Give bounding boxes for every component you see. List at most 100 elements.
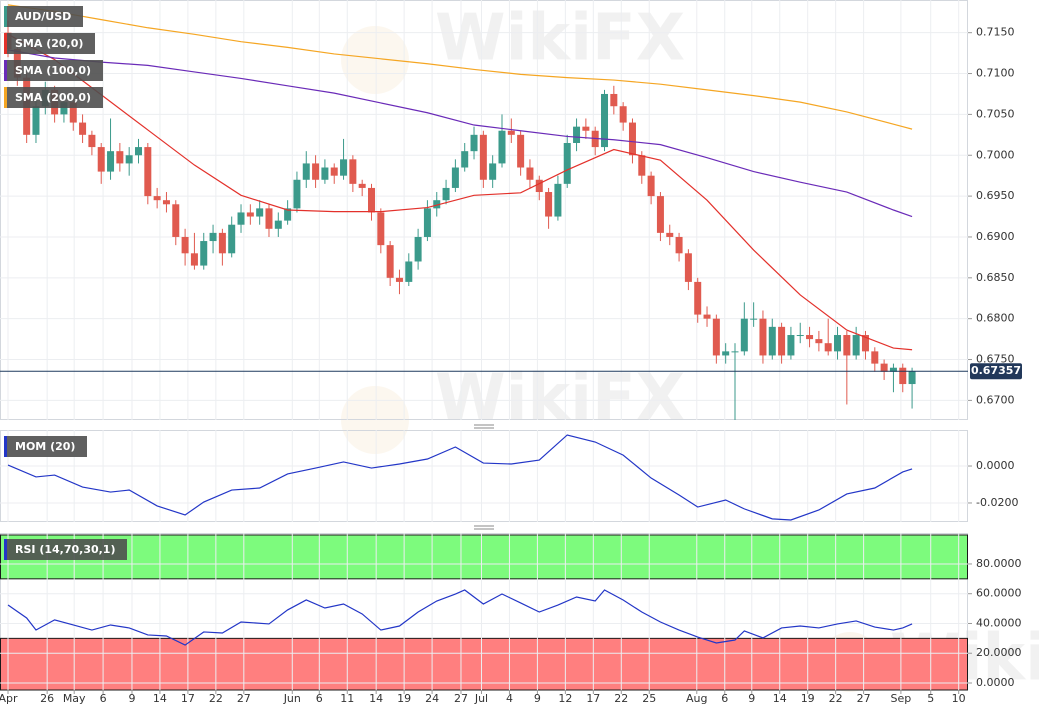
- candle-body: [265, 208, 273, 229]
- candle-body: [162, 200, 170, 205]
- candle-body: [740, 318, 748, 352]
- legend-swatch: [4, 6, 7, 27]
- candle-body: [852, 335, 860, 356]
- candle-body: [768, 326, 776, 356]
- legend-label: AUD/USD: [15, 10, 71, 23]
- candle-body: [97, 147, 105, 172]
- x-tick-label: Apr: [0, 692, 18, 705]
- candle-body: [889, 367, 897, 372]
- candle-body: [368, 187, 376, 213]
- y-tick-label: 80.0000: [976, 557, 1022, 570]
- candle-body: [423, 208, 431, 237]
- candle-body: [228, 224, 236, 254]
- legend-label: SMA (20,0): [15, 37, 83, 50]
- candle-body: [88, 134, 96, 148]
- pane-handles: [474, 424, 494, 530]
- candle-body: [675, 236, 683, 254]
- watermark: WikiFX: [435, 2, 685, 76]
- candle-body: [554, 183, 562, 217]
- candle-body: [796, 335, 804, 337]
- x-tick-label: 24: [425, 692, 439, 705]
- candle-body: [116, 151, 124, 164]
- candle-body: [69, 102, 77, 123]
- candle-body: [200, 241, 208, 266]
- candle-body: [843, 335, 851, 356]
- candle-body: [582, 126, 590, 131]
- candle-body: [684, 253, 692, 282]
- legend-label: SMA (200,0): [15, 91, 91, 104]
- y-tick-label: 0.0000: [976, 459, 1015, 472]
- oversold-band: [0, 637, 968, 691]
- x-tick-label: Sep: [891, 692, 912, 705]
- candle-body: [563, 142, 571, 184]
- candle-body: [908, 371, 916, 385]
- y-tick-label: 0.6800: [976, 312, 1015, 325]
- x-tick-label: Aug: [686, 692, 707, 705]
- pane-frame: [0, 430, 968, 522]
- legend-label: SMA (100,0): [15, 64, 91, 77]
- legend-box: [4, 60, 103, 81]
- y-tick-label: 0.0000: [976, 676, 1015, 689]
- candle-body: [545, 192, 553, 217]
- y-tick-label: 20.0000: [976, 646, 1022, 659]
- candle-body: [442, 187, 450, 201]
- x-tick-label: 5: [927, 692, 934, 705]
- candle-body: [302, 163, 310, 180]
- candle-body: [60, 102, 68, 115]
- y-tick-label: 0.7050: [976, 107, 1015, 120]
- candle-body: [619, 106, 627, 123]
- y-tick-label: 40.0000: [976, 616, 1022, 629]
- candle-body: [181, 236, 189, 254]
- candle-body: [759, 318, 767, 356]
- y-tick-label: 0.7150: [976, 26, 1015, 39]
- candle-body: [405, 261, 413, 282]
- legend-swatch: [4, 436, 7, 457]
- x-tick-label: 25: [642, 692, 656, 705]
- candle-body: [349, 159, 357, 184]
- legend-box: [4, 6, 83, 27]
- candle-body: [144, 147, 152, 197]
- candle-body: [358, 183, 366, 188]
- x-tick-label: Jul: [474, 692, 488, 705]
- line-series: [7, 434, 913, 521]
- candle-body: [284, 208, 292, 221]
- candle-body: [386, 245, 394, 278]
- candle-body: [731, 351, 739, 353]
- candle-body: [256, 208, 264, 217]
- watermark: WikiFX: [435, 362, 685, 436]
- candle-body: [172, 204, 180, 237]
- candle-body: [750, 318, 758, 320]
- last-price-label: 0.67357: [971, 364, 1021, 377]
- legend-box: [4, 539, 127, 560]
- x-tick-label: 11: [340, 692, 354, 705]
- y-tick-label: 0.6750: [976, 353, 1015, 366]
- candle-body: [414, 236, 422, 262]
- last-price-box: [970, 363, 1022, 380]
- x-tick-label: 6: [721, 692, 728, 705]
- x-tick-label: 9: [534, 692, 541, 705]
- candle-body: [321, 167, 329, 180]
- y-tick-label: 60.0000: [976, 587, 1022, 600]
- candle-body: [535, 179, 543, 193]
- legend-swatch: [4, 87, 7, 108]
- x-tick-label: 22: [829, 692, 843, 705]
- line-series: [7, 589, 913, 646]
- candle-body: [666, 232, 674, 237]
- candle-body: [880, 363, 888, 372]
- candle-body: [824, 343, 832, 352]
- candle-body: [861, 335, 869, 352]
- candle-body: [340, 159, 348, 176]
- x-tick-label: 9: [128, 692, 135, 705]
- y-tick-label: 0.6900: [976, 230, 1015, 243]
- x-tick-label: Jun: [283, 692, 301, 705]
- candle-body: [526, 167, 534, 180]
- pane: 0.0000 -0.0200 MOM (20): [0, 430, 1018, 522]
- candle-body: [871, 351, 879, 364]
- legend-label: RSI (14,70,30,1): [15, 543, 115, 556]
- candle-body: [395, 277, 403, 282]
- candle-body: [312, 163, 320, 180]
- x-tick-label: 4: [506, 692, 513, 705]
- y-tick-label: 0.7100: [976, 67, 1015, 80]
